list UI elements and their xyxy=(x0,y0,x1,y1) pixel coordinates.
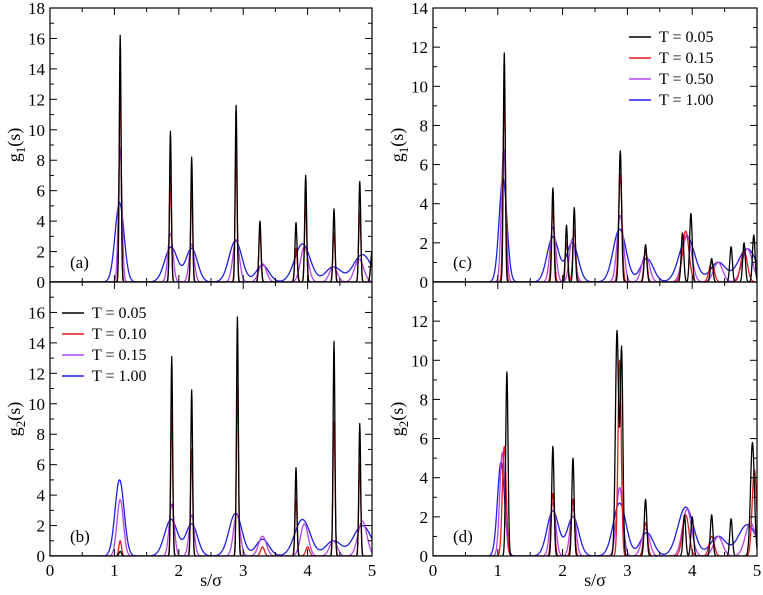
y-tick-label: 14 xyxy=(411,0,429,18)
y-axis-label-sub: 2 xyxy=(13,421,28,428)
y-axis-label-main: g xyxy=(387,427,407,436)
y-tick-label: 16 xyxy=(28,303,45,322)
y-tick-label: 2 xyxy=(420,508,429,527)
series-line xyxy=(50,80,372,282)
y-axis-label: g1(s) xyxy=(4,128,28,163)
y-tick-label: 10 xyxy=(28,395,45,414)
y-tick-label: 2 xyxy=(37,243,46,262)
y-tick-label: 8 xyxy=(420,390,429,409)
y-tick-label: 8 xyxy=(37,425,46,444)
series-group xyxy=(50,34,372,282)
x-tick-label: 4 xyxy=(303,561,312,580)
y-tick-label: 4 xyxy=(420,469,429,488)
legend-entry: T = 0.05 xyxy=(659,29,714,46)
plot-frame xyxy=(432,281,758,557)
y-axis-label-main: g xyxy=(387,153,407,162)
series-line xyxy=(433,177,757,282)
y-tick-label: 18 xyxy=(28,0,45,18)
panel-a: 0 2 4 6 8 10 12 14 16 18 g1(s) (a) xyxy=(4,0,373,292)
panel-label: (c) xyxy=(453,253,472,272)
x-tick-label: 5 xyxy=(753,561,762,580)
y-tick-label: 0 xyxy=(37,273,46,292)
y-tick-label: 10 xyxy=(411,77,428,96)
x-axis-label: s/σ xyxy=(200,570,222,590)
x-tick-label: 2 xyxy=(175,561,184,580)
y-tick-label: 14 xyxy=(28,60,46,79)
y-tick-label: 0 xyxy=(420,547,429,566)
y-axis-label: g2(s) xyxy=(4,402,28,437)
y-tick-label: 10 xyxy=(28,121,45,140)
x-tick-label: 1 xyxy=(494,561,503,580)
y-tick-label: 4 xyxy=(420,195,429,214)
plot-frame xyxy=(49,281,373,557)
y-tick-label: 6 xyxy=(37,182,46,201)
y-tick-label: 12 xyxy=(411,38,428,57)
panel-label: (b) xyxy=(70,527,90,546)
x-tick-label: 0 xyxy=(429,561,438,580)
legend-entry: T = 0.05 xyxy=(92,305,147,322)
y-axis-label-arg: (s) xyxy=(4,128,25,147)
y-axis-label-sub: 2 xyxy=(396,421,411,428)
series-line xyxy=(50,202,372,282)
panel-label: (a) xyxy=(70,253,89,272)
y-tick-label: 14 xyxy=(28,334,46,353)
legend-entry: T = 0.50 xyxy=(659,71,714,88)
series-line xyxy=(433,329,757,556)
legend-entry: T = 1.00 xyxy=(659,92,714,109)
series-line xyxy=(433,99,757,282)
y-tick-label: 16 xyxy=(28,29,45,48)
series-line xyxy=(433,451,757,556)
x-tick-label: 1 xyxy=(110,561,119,580)
legend-entry: T = 0.10 xyxy=(92,326,147,343)
y-axis-label-arg: (s) xyxy=(387,128,408,147)
y-tick-label: 2 xyxy=(420,234,429,253)
y-axis-label-arg: (s) xyxy=(4,402,25,421)
x-tick-label: 3 xyxy=(623,561,632,580)
y-tick-label: 12 xyxy=(28,90,45,109)
series-line xyxy=(433,461,757,556)
y-tick-label: 6 xyxy=(420,430,429,449)
y-tick-label: 0 xyxy=(37,547,46,566)
x-tick-label: 0 xyxy=(46,561,55,580)
x-tick-label: 4 xyxy=(688,561,697,580)
x-tick-label: 3 xyxy=(239,561,248,580)
x-axis-label: s/σ xyxy=(584,570,606,590)
y-axis-label-main: g xyxy=(4,427,24,436)
y-tick-label: 4 xyxy=(37,486,46,505)
y-tick-label: 6 xyxy=(420,156,429,175)
legend-entry: T = 0.15 xyxy=(92,347,147,364)
series-line xyxy=(433,148,757,282)
series-line xyxy=(50,34,372,282)
x-tick-label: 2 xyxy=(558,561,567,580)
y-axis-label-sub: 1 xyxy=(396,147,411,154)
series-line xyxy=(433,359,757,556)
series-line xyxy=(50,147,372,282)
y-tick-label: 12 xyxy=(28,364,45,383)
y-tick-label: 2 xyxy=(37,517,46,536)
series-line xyxy=(50,479,372,556)
y-tick-label: 0 xyxy=(420,273,429,292)
y-axis-label: g2(s) xyxy=(387,402,411,437)
y-axis-label: g1(s) xyxy=(387,128,411,163)
x-tick-label: 5 xyxy=(368,561,377,580)
y-tick-label: 12 xyxy=(411,312,428,331)
series-line xyxy=(50,386,372,556)
y-axis-label-sub: 1 xyxy=(13,147,28,154)
y-tick-label: 8 xyxy=(420,116,429,135)
panel-label: (d) xyxy=(453,527,473,546)
y-axis-label-arg: (s) xyxy=(387,402,408,421)
panel-c: 0 2 4 6 8 10 12 14 g1(s) (c) T = 0.05 T = 0.15 T = 0… xyxy=(387,0,758,292)
y-tick-label: 10 xyxy=(411,351,428,370)
series-group xyxy=(433,329,757,556)
y-tick-label: 8 xyxy=(37,151,46,170)
plot-frame xyxy=(49,7,373,283)
y-tick-label: 4 xyxy=(37,212,46,231)
legend-entry: T = 1.00 xyxy=(92,368,147,385)
y-axis-label-main: g xyxy=(4,153,24,162)
legend-entry: T = 0.15 xyxy=(659,50,714,67)
y-tick-label: 6 xyxy=(37,456,46,475)
